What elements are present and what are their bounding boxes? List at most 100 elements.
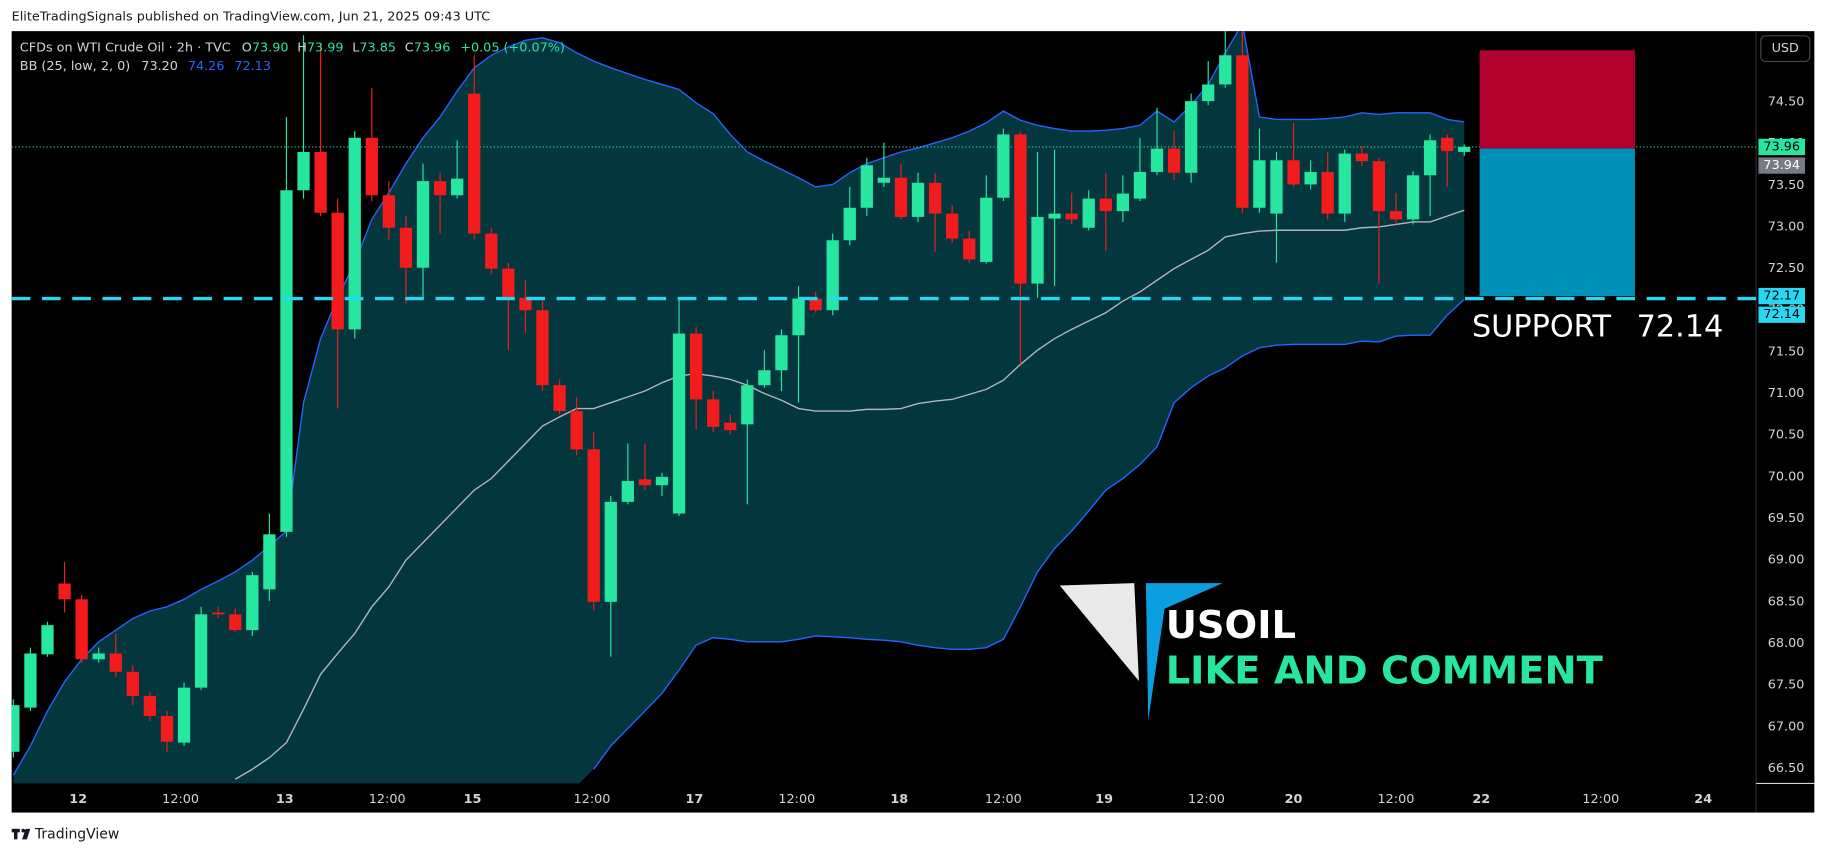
y-tick-label: 67.50 bbox=[1768, 678, 1805, 693]
candle-body bbox=[58, 583, 71, 600]
overlay: USOIL LIKE AND COMMENT SUPPORT 72.14 bbox=[1059, 309, 1723, 721]
price-tag bbox=[1758, 306, 1806, 323]
candle-body bbox=[11, 705, 20, 752]
candle-body bbox=[212, 612, 225, 615]
candle-body bbox=[331, 212, 344, 330]
x-tick-label: 12:00 bbox=[162, 792, 199, 807]
candle-body bbox=[519, 297, 532, 311]
candle-body bbox=[194, 614, 208, 688]
x-tick-label: 12:00 bbox=[574, 792, 611, 807]
currency-button[interactable] bbox=[1760, 35, 1811, 62]
candle-body bbox=[41, 625, 54, 655]
price-tag-label: 72.14 bbox=[1763, 307, 1800, 322]
ohlc-label: C bbox=[405, 40, 414, 55]
candle-body bbox=[1441, 137, 1454, 152]
watermark-title: USOIL bbox=[1166, 603, 1296, 648]
x-tick-label: 15 bbox=[464, 792, 482, 807]
candle-body bbox=[1423, 140, 1437, 176]
candle-body bbox=[246, 575, 259, 631]
candle-body bbox=[24, 653, 37, 708]
ohlc-value: 73.85 bbox=[359, 40, 396, 55]
candle-body bbox=[399, 227, 413, 268]
y-tick-label: 73.50 bbox=[1768, 178, 1805, 193]
indicator-legend: BB (25, low, 2, 0) 73.20 74.26 72.13 bbox=[20, 59, 271, 74]
candle-body bbox=[468, 93, 481, 234]
candle-body bbox=[348, 137, 361, 330]
x-tick-label: 12:00 bbox=[778, 792, 815, 807]
candle-body bbox=[1406, 175, 1420, 220]
indicator-value: 74.26 bbox=[188, 59, 225, 74]
price-tag bbox=[1758, 138, 1806, 156]
price-tag-label: 73.96 bbox=[1763, 139, 1800, 154]
ohlc-label: O bbox=[242, 40, 252, 55]
candle-body bbox=[570, 411, 583, 450]
x-tick-label: 12:00 bbox=[985, 792, 1022, 807]
y-tick-label: 72.50 bbox=[1768, 261, 1805, 276]
candle-body bbox=[177, 687, 191, 743]
support-label: SUPPORT bbox=[1472, 309, 1612, 344]
candle-body bbox=[894, 177, 908, 217]
candle-body bbox=[638, 479, 652, 486]
band-fill bbox=[13, 31, 1465, 784]
candle-body bbox=[1338, 153, 1351, 214]
support-annotation: SUPPORT 72.14 bbox=[1472, 309, 1723, 344]
candle-body bbox=[553, 385, 566, 412]
candle-body bbox=[672, 333, 686, 514]
candle-body bbox=[1031, 216, 1044, 284]
candle-body bbox=[1048, 213, 1061, 219]
candle-body bbox=[1116, 193, 1130, 212]
y-tick-label: 68.00 bbox=[1768, 636, 1805, 651]
footer-brand: TradingView bbox=[34, 827, 119, 843]
ohlc-value: 73.96 bbox=[414, 40, 451, 55]
candle-body bbox=[1389, 211, 1403, 220]
candle-body bbox=[297, 151, 310, 191]
candle-body bbox=[502, 268, 515, 298]
candle-body bbox=[365, 137, 378, 196]
x-tick-label: 24 bbox=[1694, 792, 1712, 807]
currency-label[interactable]: USD bbox=[1772, 41, 1799, 56]
stop-zone bbox=[1479, 50, 1635, 149]
candle-body bbox=[1287, 160, 1300, 185]
candle-body bbox=[604, 501, 617, 602]
y-tick-label: 69.50 bbox=[1768, 511, 1805, 526]
indicator-name: BB (25, low, 2, 0) bbox=[20, 59, 130, 74]
y-tick-label: 74.50 bbox=[1768, 94, 1805, 109]
candle-body bbox=[1133, 171, 1147, 199]
x-tick-label: 12:00 bbox=[1188, 792, 1225, 807]
candle-body bbox=[1304, 171, 1317, 185]
candle-body bbox=[946, 213, 959, 239]
y-tick-label: 66.50 bbox=[1768, 761, 1805, 776]
support-value: 72.14 bbox=[1637, 309, 1724, 344]
plot-area bbox=[11, 31, 1757, 784]
logo-white bbox=[1059, 583, 1139, 681]
x-tick-label: 22 bbox=[1472, 792, 1490, 807]
watermark-subtitle: LIKE AND COMMENT bbox=[1166, 648, 1603, 693]
indicator-value: 73.20 bbox=[141, 59, 178, 74]
candle-body bbox=[911, 182, 925, 217]
candle-body bbox=[980, 197, 993, 262]
price-tag-label: 73.94 bbox=[1763, 158, 1800, 173]
logo-part bbox=[13, 828, 18, 840]
ohlc-label: L bbox=[352, 40, 360, 55]
candle-body bbox=[160, 715, 174, 742]
logo-blue bbox=[1145, 583, 1223, 721]
price-tag bbox=[1758, 157, 1806, 174]
candle-body bbox=[433, 181, 447, 196]
x-tick-label: 12:00 bbox=[1378, 792, 1415, 807]
candle-body bbox=[621, 481, 634, 502]
logo-part bbox=[22, 828, 31, 840]
x-tick-label: 19 bbox=[1095, 792, 1113, 807]
y-tick-label: 68.50 bbox=[1768, 594, 1805, 609]
y-tick-label: 69.00 bbox=[1768, 553, 1805, 568]
candle-body bbox=[75, 599, 88, 660]
x-tick-label: 13 bbox=[276, 792, 294, 807]
candle-body bbox=[1184, 101, 1198, 173]
candle-body bbox=[1167, 148, 1181, 173]
candle-body bbox=[707, 399, 720, 427]
candle-body bbox=[689, 333, 703, 400]
candle-body bbox=[877, 177, 891, 183]
candle-body bbox=[1202, 84, 1215, 102]
candle-body bbox=[843, 207, 856, 241]
target-zone bbox=[1479, 148, 1635, 297]
